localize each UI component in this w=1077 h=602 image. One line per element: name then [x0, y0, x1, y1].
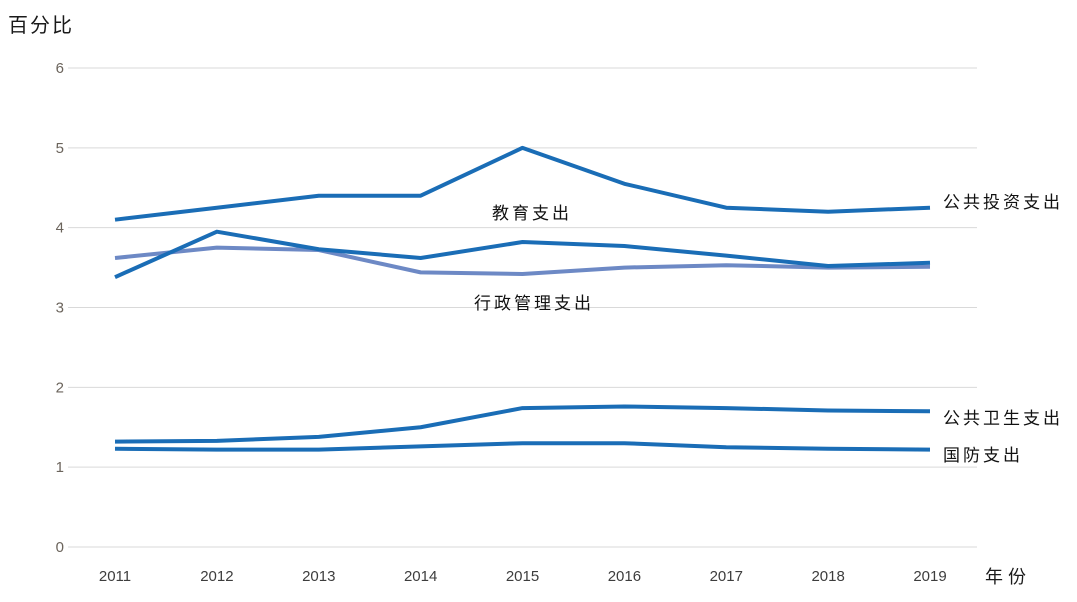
y-tick-label: 4: [56, 220, 64, 237]
series-line-3: [114, 404, 931, 444]
y-tick-label: 3: [56, 300, 64, 317]
y-axis-title: 百分比: [8, 15, 74, 37]
series-label-defense: 国防支出: [943, 446, 1023, 465]
series-label-public-health: 公共卫生支出: [943, 409, 1063, 428]
series-label-administration: 行政管理支出: [474, 294, 594, 313]
x-tick-label: 2014: [404, 568, 437, 585]
series-line-2: [114, 245, 931, 276]
series-line-0: [114, 145, 931, 222]
y-tick-label: 1: [56, 459, 64, 476]
y-tick-label: 2: [56, 379, 64, 396]
series-line-4: [114, 441, 931, 452]
x-tick-label: 2018: [811, 568, 844, 585]
y-tick-label: 6: [56, 60, 64, 77]
x-tick-label: 2011: [99, 568, 131, 585]
x-tick-label: 2013: [302, 568, 335, 585]
x-tick-label: 2017: [710, 568, 743, 585]
y-tick-label: 0: [56, 539, 64, 556]
x-tick-label: 2019: [913, 568, 946, 585]
x-axis-title: 年份: [985, 567, 1031, 587]
x-tick-label: 2015: [506, 568, 539, 585]
x-tick-label: 2016: [608, 568, 641, 585]
series-label-education: 教育支出: [492, 204, 572, 223]
x-tick-label: 2012: [200, 568, 233, 585]
y-tick-label: 5: [56, 140, 64, 157]
series-label-public-investment: 公共投资支出: [943, 193, 1063, 212]
series-line-1: [114, 229, 931, 279]
